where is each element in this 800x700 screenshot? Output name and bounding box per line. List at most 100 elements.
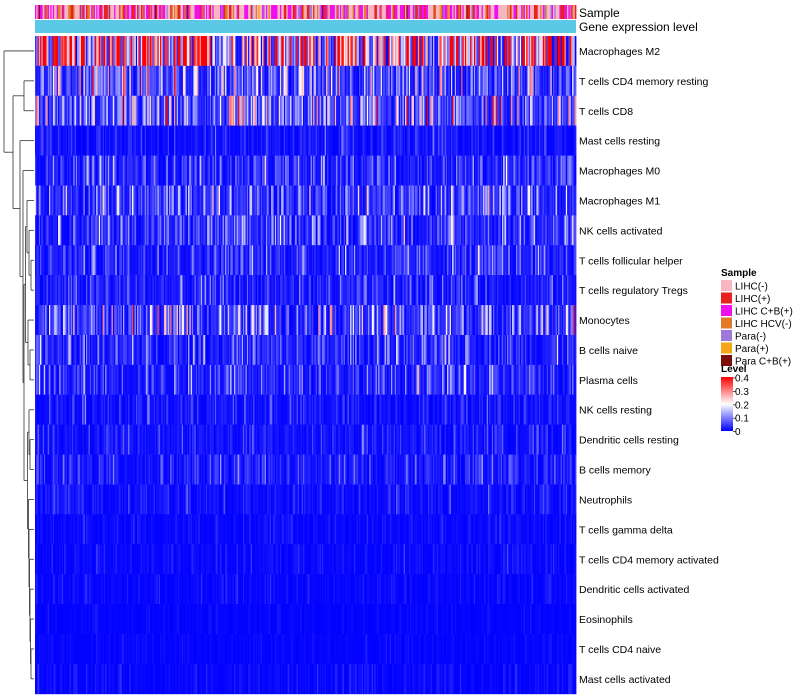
- sample-cell: [526, 5, 528, 19]
- heatmap-cell: [378, 95, 380, 126]
- heatmap-cell: [420, 65, 423, 97]
- heatmap-cell: [306, 95, 309, 126]
- heatmap-cell: [255, 65, 258, 97]
- sample-cell: [130, 5, 133, 19]
- heatmap-cell: [398, 185, 401, 216]
- heatmap-cell: [536, 155, 539, 186]
- heatmap-cell: [531, 95, 534, 126]
- heatmap-cell: [503, 185, 505, 216]
- heatmap-cell: [255, 125, 258, 156]
- heatmap-cell: [131, 275, 134, 306]
- heatmap-cell: [384, 275, 387, 306]
- heatmap-cell: [96, 125, 98, 156]
- heatmap-cell: [46, 245, 49, 276]
- heatmap-cell: [288, 155, 291, 186]
- heatmap-cell: [218, 125, 221, 156]
- sample-cell: [292, 5, 295, 19]
- heatmap-cell: [110, 65, 112, 97]
- heatmap-cell: [78, 275, 81, 306]
- heatmap-cell: [341, 95, 343, 126]
- heatmap-cell: [93, 95, 96, 126]
- heatmap-cell: [274, 36, 277, 67]
- heatmap-cell: [232, 305, 235, 336]
- heatmap-cell: [88, 95, 91, 126]
- heatmap-cell: [61, 245, 64, 276]
- heatmap-cell: [382, 245, 384, 276]
- heatmap-cell: [324, 65, 327, 97]
- heatmap-cell: [181, 65, 184, 97]
- heatmap-cell: [378, 185, 380, 216]
- sample-cell: [507, 5, 509, 19]
- heatmap-cell: [443, 95, 445, 126]
- sample-cell: [401, 5, 403, 19]
- sample-cell: [530, 5, 532, 19]
- heatmap-cell: [342, 275, 345, 306]
- heatmap-cell: [553, 275, 555, 306]
- sample-cell: [212, 5, 215, 19]
- heatmap-cell: [106, 245, 109, 276]
- heatmap-cell: [165, 215, 167, 246]
- heatmap-cell: [296, 275, 299, 306]
- heatmap-cell: [475, 155, 477, 186]
- heatmap-cell: [250, 275, 253, 306]
- heatmap-cell: [564, 215, 567, 246]
- heatmap-cell: [445, 65, 448, 97]
- heatmap-row: [35, 185, 577, 216]
- heatmap-cell: [491, 215, 494, 246]
- heatmap-cell: [332, 245, 334, 276]
- heatmap-cell: [216, 125, 218, 156]
- heatmap-cell: [560, 245, 563, 276]
- heatmap-cell: [147, 125, 149, 156]
- heatmap-cell: [139, 95, 142, 126]
- heatmap-cell: [337, 245, 340, 276]
- heatmap-cell: [200, 36, 203, 67]
- heatmap-cell: [545, 185, 548, 216]
- heatmap-cell: [73, 275, 75, 306]
- heatmap-cell: [324, 125, 327, 156]
- heatmap-cell: [500, 185, 503, 216]
- heatmap-cell: [174, 215, 176, 246]
- sample-cell: [274, 5, 277, 19]
- heatmap-cell: [468, 215, 471, 246]
- heatmap-cell: [313, 245, 315, 276]
- heatmap-cell: [269, 36, 272, 67]
- sample-cell: [65, 5, 68, 19]
- heatmap-cell: [102, 95, 105, 126]
- heatmap-cell: [262, 275, 264, 306]
- heatmap-cell: [162, 305, 165, 336]
- heatmap-cell: [487, 215, 490, 246]
- heatmap-cell: [570, 125, 573, 156]
- heatmap-cell: [471, 185, 474, 216]
- heatmap-cell: [513, 275, 516, 306]
- heatmap-cell: [281, 215, 283, 246]
- heatmap-cell: [459, 155, 462, 186]
- heatmap-cell: [290, 275, 292, 306]
- heatmap-cell: [220, 155, 222, 186]
- sample-cell: [75, 5, 78, 19]
- heatmap-cell: [134, 155, 137, 186]
- heatmap-cell: [202, 305, 204, 336]
- heatmap-cell: [300, 65, 303, 97]
- heatmap-cell: [144, 125, 147, 156]
- heatmap-cell: [162, 65, 165, 97]
- heatmap-cell: [362, 185, 365, 216]
- heatmap-cell: [306, 245, 309, 276]
- heatmap-cell: [547, 36, 550, 67]
- heatmap-cell: [200, 245, 203, 276]
- heatmap-cell: [527, 245, 530, 276]
- heatmap-cell: [65, 36, 68, 67]
- heatmap-cell: [47, 155, 50, 186]
- heatmap-cell: [320, 125, 323, 156]
- heatmap-cell: [282, 185, 285, 216]
- heatmap-cell: [234, 275, 236, 306]
- heatmap-cell: [220, 125, 222, 156]
- heatmap-cell: [563, 185, 565, 216]
- heatmap-cell: [181, 215, 184, 246]
- heatmap-cell: [356, 185, 359, 216]
- heatmap-cell: [255, 95, 258, 126]
- heatmap-cell: [112, 185, 115, 216]
- heatmap-cell: [410, 155, 412, 186]
- heatmap-cell: [540, 125, 542, 156]
- heatmap-cell: [77, 65, 79, 97]
- heatmap-cell: [283, 245, 286, 276]
